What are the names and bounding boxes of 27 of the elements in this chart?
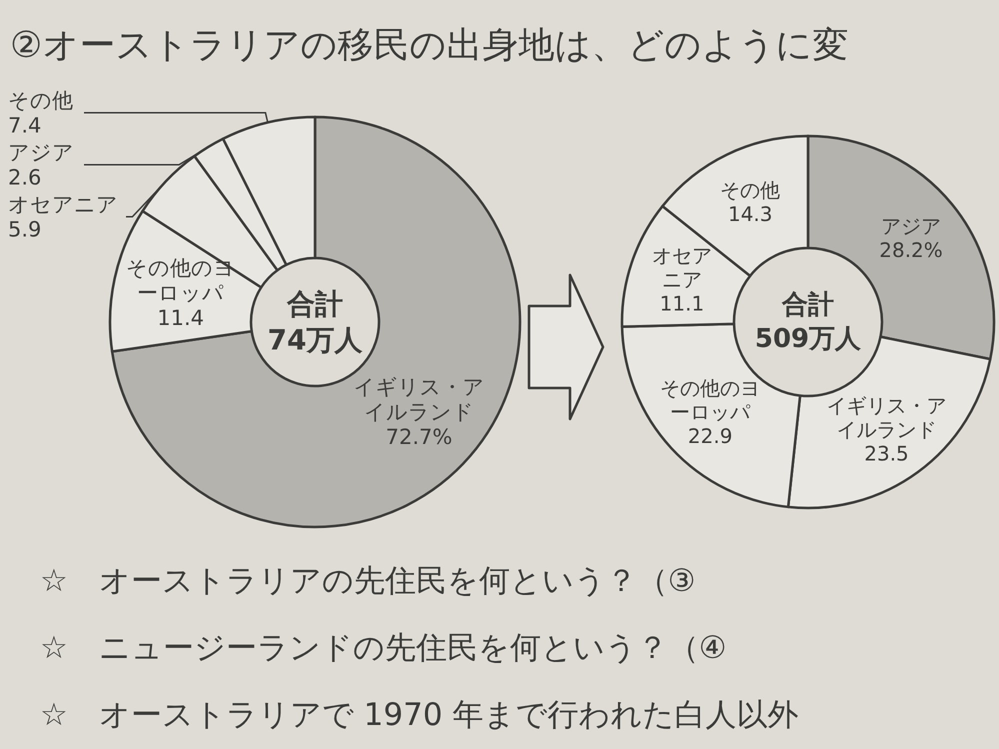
slice-label: オセアニア <box>652 244 712 292</box>
slice-label: その他のヨーロッパ <box>660 376 760 424</box>
slice-label: オセアニア <box>8 192 118 216</box>
chart-title: ②オーストラリアの移民の出身地は、どのように変 <box>10 24 848 68</box>
data-label: 2.6 <box>8 165 42 190</box>
slice-label: その他 <box>720 178 780 202</box>
text: 509万人 <box>754 324 862 354</box>
data-label: 72.7% <box>386 424 452 449</box>
data-label: 23.5 <box>864 441 909 466</box>
data-label: 14.3 <box>728 202 773 226</box>
text: ☆ オーストラリアで 1970 年まで行われた白人以外 <box>40 696 798 735</box>
data-label: 7.4 <box>8 113 42 138</box>
data-label: 28.2% <box>879 238 943 262</box>
slice-label: アジア <box>8 140 74 164</box>
data-label: 22.9 <box>688 424 732 448</box>
slice-label: その他 <box>8 88 73 112</box>
slice-label: イギリス・アイルランド <box>826 393 947 442</box>
slice-label: イギリス・アイルランド <box>353 374 484 424</box>
data-label: 11.4 <box>157 306 204 330</box>
data-label: 5.9 <box>8 217 42 242</box>
text: 合計 <box>286 288 343 320</box>
slice-label: アジア <box>881 214 942 238</box>
data-label: 11.1 <box>660 292 704 316</box>
text: 合計 <box>781 290 834 320</box>
text: 74万人 <box>268 324 364 356</box>
text: ☆ ニュージーランドの先住民を何という？（④ <box>40 629 727 668</box>
text: ☆ オーストラリアの先住民を何という？（③ <box>40 562 696 601</box>
